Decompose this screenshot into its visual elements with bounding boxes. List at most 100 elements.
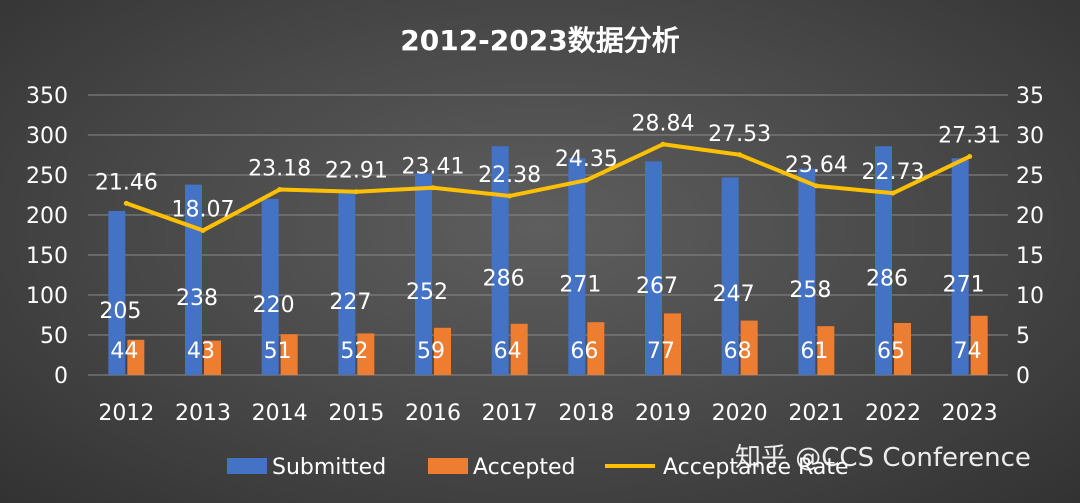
x-tick-label: 2023	[942, 401, 998, 426]
x-tick-label: 2019	[635, 401, 691, 426]
bar-submitted	[568, 158, 586, 375]
x-axis: 2012 2013 2014 2015 2016 2017 2018 2019 2020 2021…	[98, 401, 997, 426]
bar-submitted	[108, 211, 126, 375]
label-accepted: 52	[340, 339, 368, 364]
label-submitted: 258	[789, 278, 831, 303]
right-tick-label: 35	[1016, 84, 1044, 109]
bar-submitted	[798, 168, 816, 375]
bar-submitted	[721, 177, 739, 375]
right-tick-label: 10	[1016, 284, 1044, 309]
legend-swatch-submitted	[227, 458, 267, 474]
label-accepted: 68	[724, 339, 752, 364]
data-labels: 205 44 21.46 238 43 18.07 220 51 23.18 227 52 22.91…	[95, 111, 1001, 364]
legend-label-submitted: Submitted	[272, 455, 386, 480]
label-rate: 23.41	[402, 155, 465, 180]
rate-point	[967, 154, 973, 160]
label-submitted: 227	[329, 290, 371, 315]
bar-accepted	[664, 313, 681, 375]
label-submitted: 271	[943, 273, 985, 298]
bar-accepted	[894, 323, 911, 375]
label-rate: 24.35	[555, 147, 618, 172]
rate-point	[353, 189, 359, 195]
legend-swatch-accepted	[428, 458, 468, 474]
bar-submitted	[261, 199, 279, 375]
label-accepted: 51	[264, 339, 292, 364]
right-tick-label: 20	[1016, 204, 1044, 229]
label-rate: 18.07	[172, 197, 235, 222]
rate-point	[660, 141, 666, 147]
rate-point	[430, 185, 436, 191]
right-axis: 0 5 10 15 20 25 30 35	[1016, 84, 1044, 389]
rate-point	[813, 183, 819, 189]
label-submitted: 220	[253, 293, 295, 318]
label-accepted: 77	[647, 339, 675, 364]
right-tick-label: 5	[1016, 324, 1030, 349]
bar-accepted	[434, 327, 451, 375]
bar-accepted	[587, 322, 605, 375]
bar-accepted	[127, 339, 145, 375]
label-rate: 23.18	[248, 157, 311, 182]
bar-submitted	[491, 146, 509, 375]
x-tick-label: 2022	[865, 401, 921, 426]
label-accepted: 65	[877, 339, 905, 364]
bar-submitted	[951, 158, 969, 375]
left-tick-label: 200	[26, 204, 68, 229]
label-rate: 28.84	[632, 111, 695, 136]
bar-accepted	[817, 326, 835, 375]
label-rate: 22.91	[325, 159, 388, 184]
label-accepted: 59	[417, 339, 445, 364]
x-tick-label: 2014	[252, 401, 308, 426]
x-tick-label: 2012	[98, 401, 154, 426]
rate-point	[123, 200, 129, 206]
label-accepted: 43	[187, 339, 215, 364]
label-submitted: 252	[406, 280, 448, 305]
bars	[108, 146, 988, 375]
bar-accepted	[740, 320, 758, 375]
bar-submitted	[645, 161, 662, 375]
label-accepted: 74	[954, 339, 982, 364]
label-accepted: 66	[570, 339, 598, 364]
gridlines	[88, 94, 1008, 376]
right-tick-label: 30	[1016, 124, 1044, 149]
x-tick-label: 2015	[328, 401, 384, 426]
x-tick-label: 2017	[482, 401, 538, 426]
bar-accepted	[357, 333, 375, 375]
label-submitted: 205	[99, 299, 141, 324]
rate-point	[890, 190, 896, 196]
left-tick-label: 100	[26, 284, 68, 309]
left-tick-label: 300	[26, 124, 68, 149]
chart-title: 2012-2023数据分析	[400, 24, 679, 57]
right-tick-label: 0	[1016, 364, 1030, 389]
left-axis: 0 50 100 150 200 250 300 350	[26, 84, 68, 389]
bar-submitted	[338, 193, 356, 375]
rate-series-line	[125, 142, 971, 233]
legend-label-accepted: Accepted	[473, 455, 575, 480]
label-rate: 22.38	[478, 163, 541, 188]
left-tick-label: 50	[40, 324, 68, 349]
watermark: 知乎 @CCS Conference	[735, 443, 1031, 473]
rate-point	[200, 227, 206, 233]
label-submitted: 247	[713, 282, 755, 307]
label-submitted: 238	[176, 286, 218, 311]
rate-line	[123, 141, 973, 233]
right-tick-label: 25	[1016, 164, 1044, 189]
x-tick-label: 2018	[558, 401, 614, 426]
rate-point	[583, 177, 589, 183]
bar-submitted	[415, 173, 432, 375]
left-tick-label: 350	[26, 84, 68, 109]
label-submitted: 271	[559, 273, 601, 298]
rate-point	[737, 152, 743, 158]
bar-accepted	[510, 323, 528, 375]
legend: Submitted Accepted Acceptance Rate	[227, 455, 848, 480]
x-tick-label: 2013	[175, 401, 231, 426]
label-rate: 27.31	[938, 124, 1001, 149]
label-rate: 21.46	[95, 170, 158, 195]
label-accepted: 44	[110, 339, 138, 364]
bar-accepted	[204, 340, 221, 375]
bar-accepted	[970, 315, 988, 375]
label-rate: 23.64	[785, 153, 848, 178]
label-submitted: 267	[636, 274, 678, 299]
x-tick-label: 2016	[405, 401, 461, 426]
